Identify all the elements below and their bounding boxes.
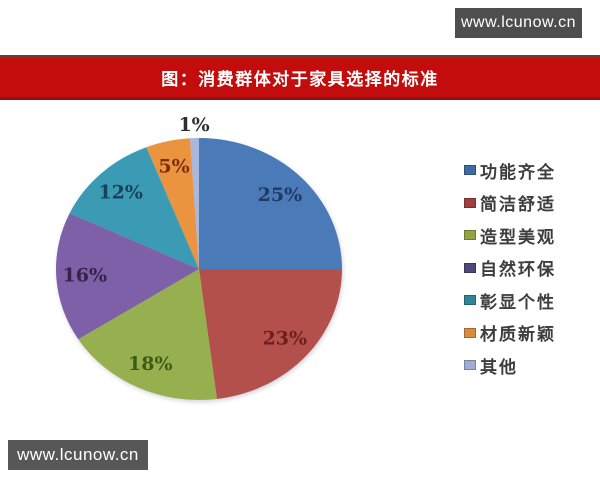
pie-slice-7 [190,138,199,269]
pie-slice-2 [199,269,342,399]
chart-title: 图：消费群体对于家具选择的标准 [161,70,439,89]
legend-label-1: 功能齐全 [480,162,556,182]
legend-swatch-2 [464,197,476,208]
slice-label-6: 5% [158,156,189,178]
watermark-top-text: www.lcunow.cn [461,14,576,31]
slice-label-7: 1% [178,114,209,136]
legend-label-3: 造型美观 [480,227,556,247]
slice-label-3: 18% [128,353,173,375]
slice-label-1: 25% [258,184,303,206]
legend-label-5: 彰显个性 [480,292,556,312]
watermark-top: www.lcunow.cn [455,8,582,38]
legend-swatch-1 [464,165,476,176]
pie-slice-1 [199,138,342,269]
chart-legend: 功能齐全简洁舒适造型美观自然环保彰显个性材质新颖其他 [464,154,556,382]
legend-swatch-6 [464,327,476,338]
slice-label-4: 16% [63,265,108,287]
legend-item-5: 彰显个性 [464,284,556,317]
legend-swatch-7 [464,360,476,371]
legend-label-6: 材质新颖 [480,325,556,345]
legend-item-3: 造型美观 [464,219,556,252]
legend-item-4: 自然环保 [464,252,556,285]
pie-slice-6 [146,138,199,269]
slice-label-5: 12% [98,182,143,204]
legend-item-7: 其他 [464,349,556,382]
legend-label-2: 简洁舒适 [480,195,556,215]
slice-label-2: 23% [263,327,308,349]
legend-label-4: 自然环保 [480,260,556,280]
pie-slice-5 [69,147,199,269]
pie-slice-3 [78,269,217,401]
watermark-bottom-text: www.lcunow.cn [17,445,139,464]
legend-item-1: 功能齐全 [464,154,556,187]
legend-swatch-3 [464,230,476,241]
legend-label-7: 其他 [480,357,518,377]
chart-title-banner: 图：消费群体对于家具选择的标准 [0,55,600,100]
legend-swatch-5 [464,295,476,306]
legend-item-2: 简洁舒适 [464,187,556,220]
pie-slice-4 [55,213,199,340]
watermark-bottom: www.lcunow.cn [8,440,148,470]
legend-swatch-4 [464,262,476,273]
legend-item-6: 材质新颖 [464,317,556,350]
